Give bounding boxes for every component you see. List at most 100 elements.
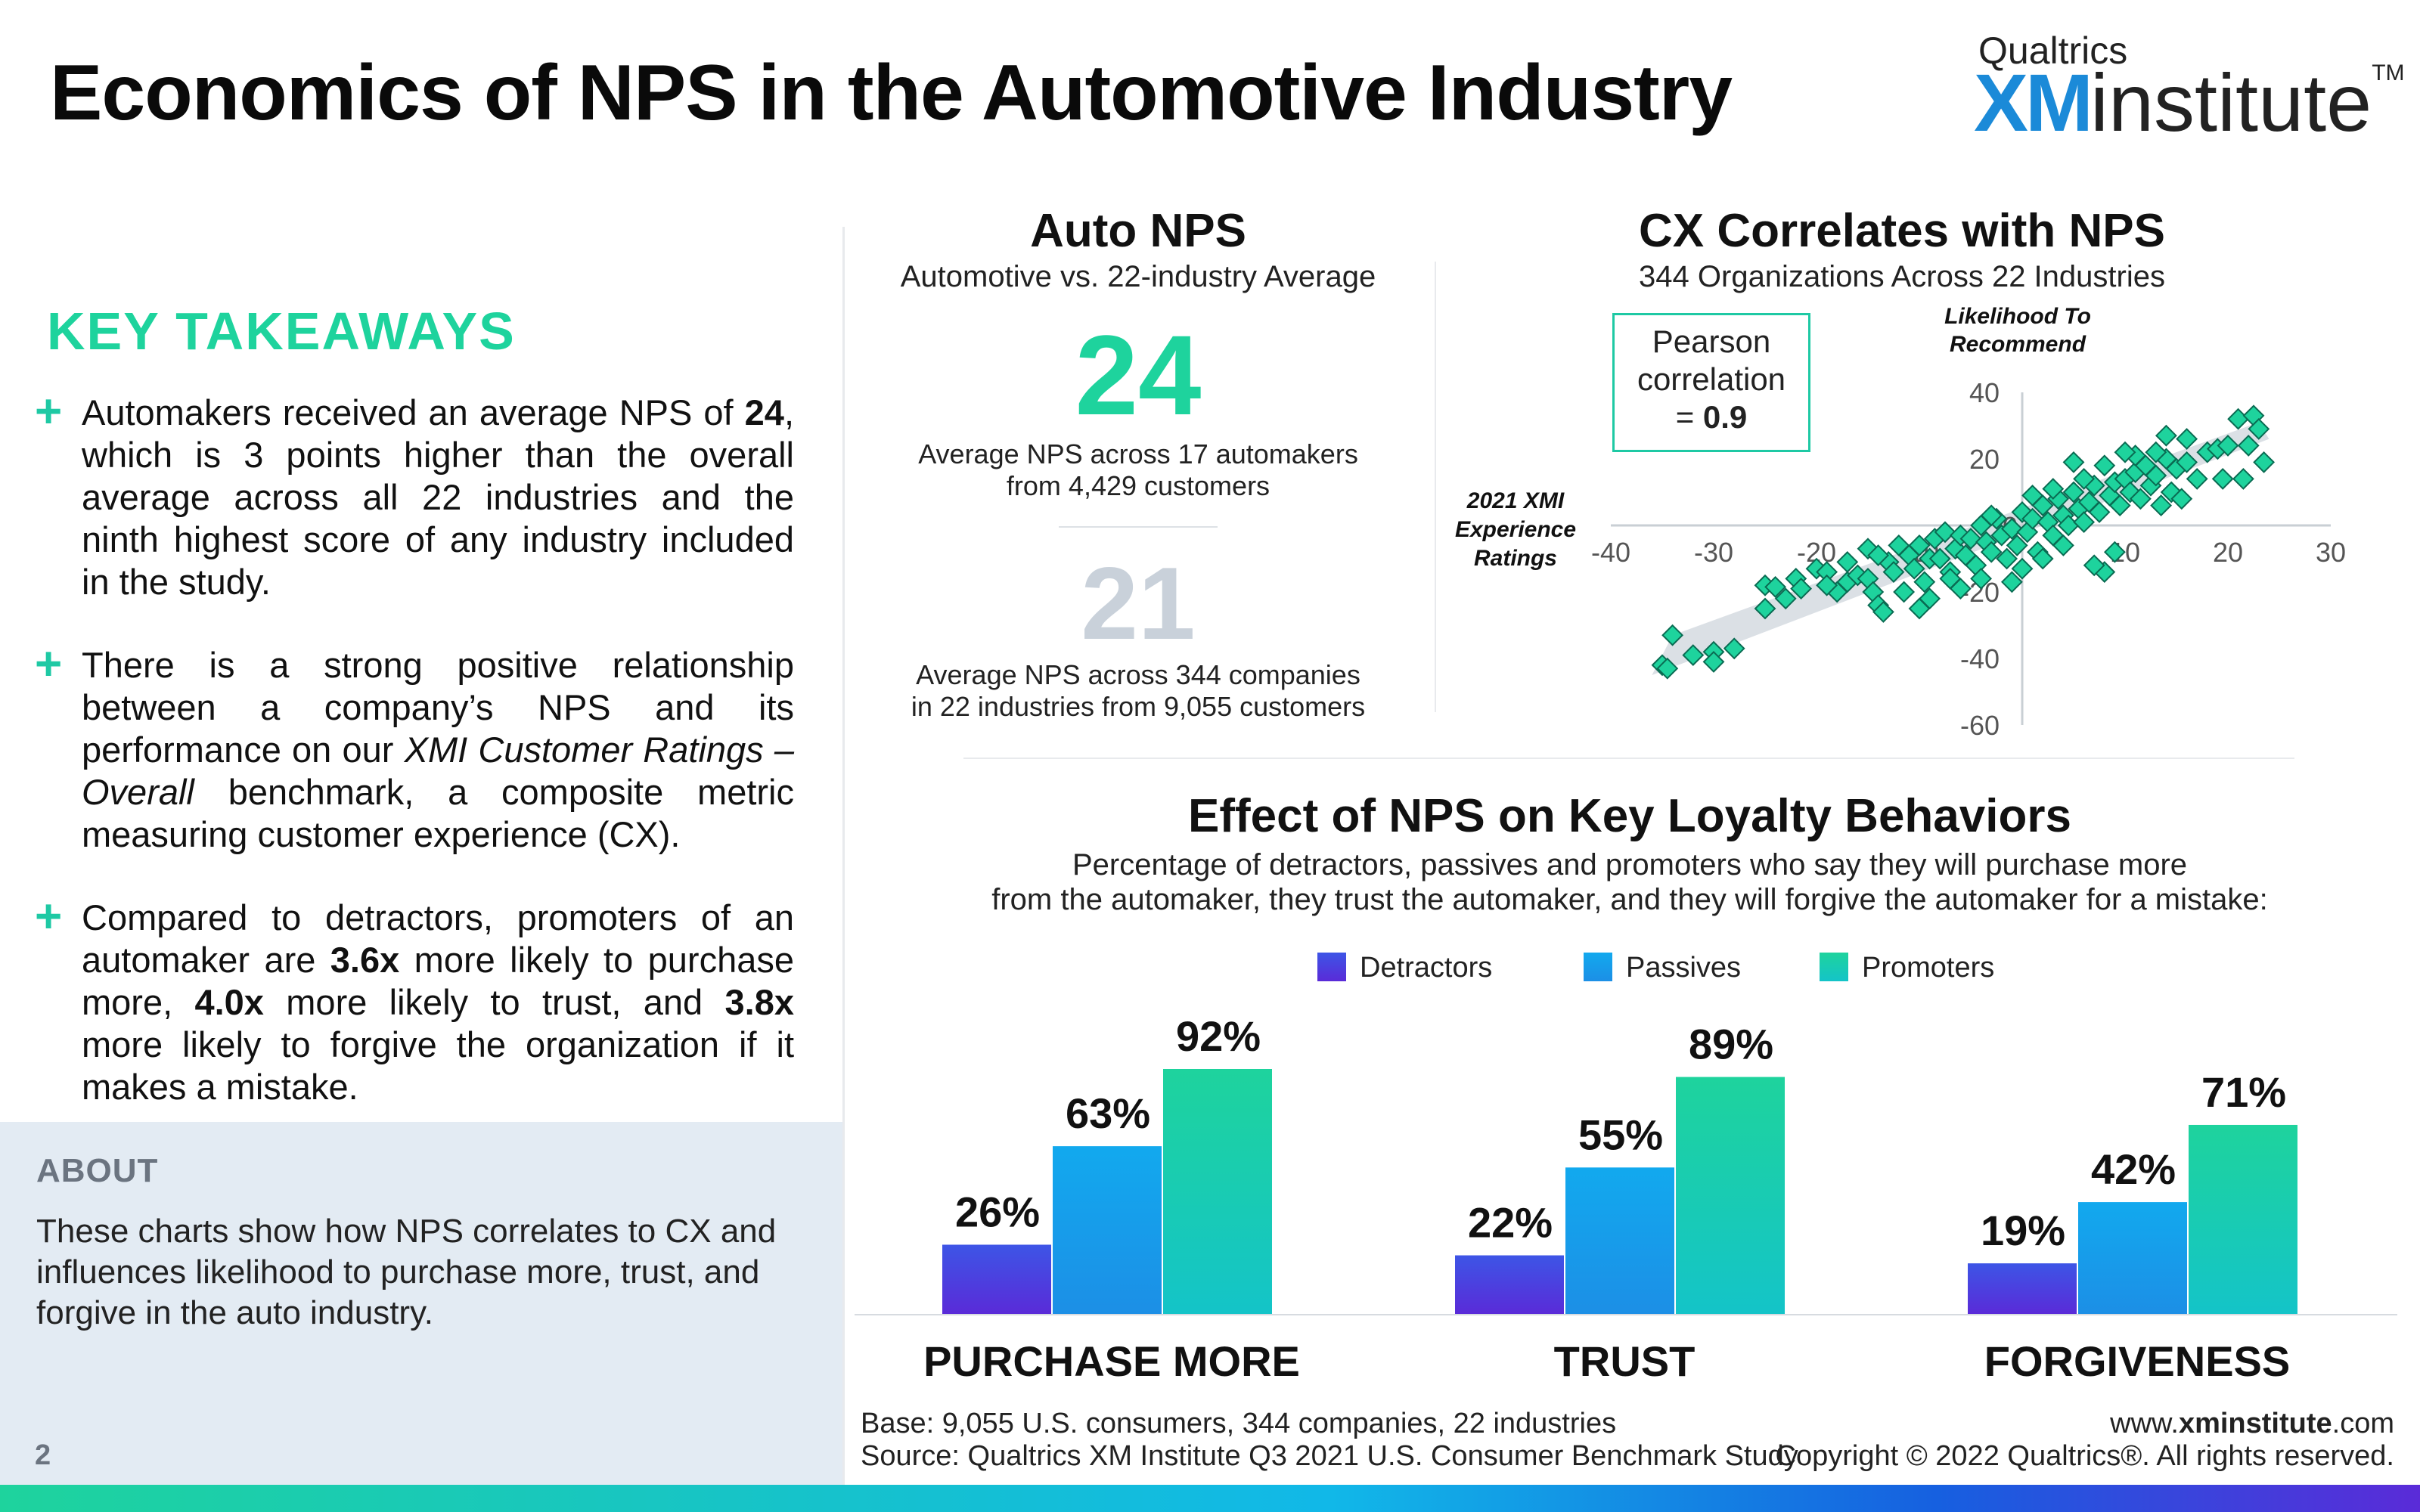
auto-nps-caption: Average NPS across 17 automakers from 4,… (885, 438, 1392, 502)
pearson-value: 0.9 (1702, 399, 1748, 435)
pearson-equals: = (1675, 399, 1703, 435)
footer-url[interactable]: www.xminstitute.com (1776, 1408, 2394, 1440)
scatter-point (2176, 451, 2198, 473)
category-label-trust: TRUST (1553, 1337, 1696, 1385)
takeaway-1: + Automakers received an average NPS of … (35, 389, 794, 603)
scatter-point (2006, 534, 2028, 556)
text-bold: 24 (744, 392, 784, 432)
scatter-point (1656, 657, 1679, 680)
scatter-point (1682, 644, 1705, 667)
text-run: more likely to purchase more, (82, 940, 794, 1022)
scatter-point (1872, 600, 1894, 623)
scatter-point (2031, 547, 2054, 570)
scatter-point (2150, 494, 2173, 517)
category-label-forgiveness: FORGIVENESS (1984, 1337, 2291, 1385)
scatter-point (2042, 478, 2065, 500)
scatter-point (2155, 424, 2177, 447)
scatter-title: CX Correlates with NPS (1639, 205, 2165, 257)
legend-detractors: Detractors (1317, 951, 1492, 984)
bar-chart: 26% 63% 92% 22% 55% 89% 19% 42% 71% (942, 1012, 2297, 1314)
bar-baseline (855, 1314, 2397, 1315)
industry-nps-value: 21 (1081, 546, 1196, 661)
bar-value-label: 22% (1468, 1199, 1553, 1247)
scatter-point (2052, 534, 2074, 556)
legend-swatch (1820, 953, 1848, 981)
legend-label: Passives (1626, 952, 1742, 984)
logo-xm-text: XM (1974, 57, 2093, 148)
takeaway-2-text: There is a strong positive relationship … (82, 644, 794, 856)
text-run: benchmark, a composite metric measuring … (82, 772, 794, 854)
takeaway-3: + Compared to detractors, promoters of a… (35, 894, 794, 1108)
auto-nps-title: Auto NPS (1030, 205, 1246, 257)
scatter-point (2083, 554, 2105, 577)
legend-label: Promoters (1862, 952, 1995, 984)
pearson-line: = 0.9 (1615, 398, 1808, 436)
x-tick-label: -30 (1694, 537, 1733, 568)
footer-source: Base: 9,055 U.S. consumers, 344 companie… (861, 1408, 1798, 1473)
key-takeaways-heading: KEY TAKEAWAYS (47, 302, 516, 361)
bar-value-label: 63% (1066, 1089, 1150, 1137)
caption-line: Average NPS across 344 companies (916, 659, 1360, 690)
scatter-point (1970, 567, 1993, 590)
logo-qualtrics-text: Qualtrics (1978, 29, 2128, 72)
takeaway-3-text: Compared to detractors, promoters of an … (82, 897, 794, 1108)
bar-passives (1565, 1167, 1674, 1314)
y-tick-label: 40 (1969, 377, 2000, 408)
scatter-point (2073, 467, 2096, 490)
x-axis-label: 2021 XMI (1466, 488, 1565, 513)
bar-chart-subtitle-line-1: Percentage of detractors, passives and p… (1072, 848, 2188, 881)
footer-source-line: Source: Qualtrics XM Institute Q3 2021 U… (861, 1440, 1798, 1472)
logo-institute-text: institute (2090, 57, 2372, 148)
scatter-point (2129, 488, 2152, 510)
scatter-point (1774, 587, 1797, 610)
scatter-point (2062, 451, 2085, 473)
scatter-point (1882, 561, 1905, 584)
text-run: There is a strong positive relationship … (82, 645, 794, 770)
category-label-purchase-more: PURCHASE MORE (923, 1337, 1300, 1385)
x-tick-label: 20 (2213, 537, 2243, 568)
scatter-point (2000, 571, 2023, 593)
scatter-point (2011, 557, 2034, 580)
bar-value-label: 89% (1689, 1021, 1773, 1068)
scatter-point (2145, 441, 2167, 463)
scatter-point (2114, 441, 2136, 463)
about-text: These charts show how NPS correlates to … (36, 1213, 777, 1331)
bar-value-label: 55% (1578, 1111, 1663, 1158)
y-tick-label: -60 (1960, 710, 2000, 741)
scatter-point (1790, 578, 1813, 600)
x-axis-label: Experience (1455, 517, 1576, 542)
url-part: .com (2332, 1408, 2394, 1439)
section-divider (1435, 262, 1436, 712)
scatter-point (2248, 417, 2270, 440)
text-bold: 3.8x (724, 982, 794, 1022)
text-run: Automakers received an average NPS of (82, 392, 745, 432)
scatter-chart: -40-30-20-101020300-60-40-202040Likeliho… (1455, 304, 2346, 741)
scatter-subtitle: 344 Organizations Across 22 Industries (1639, 260, 2165, 293)
y-tick-label: 20 (1969, 444, 2000, 475)
pearson-line: correlation (1637, 361, 1786, 397)
caption-line: in 22 industries from 9,055 customers (911, 691, 1366, 722)
x-axis-label: Ratings (1474, 546, 1557, 571)
legend-label: Detractors (1360, 952, 1493, 984)
bar-detractors (1455, 1255, 1564, 1314)
text-bold: 4.0x (194, 982, 264, 1022)
y-tick-label: -40 (1960, 643, 2000, 674)
scatter-point (1764, 575, 1787, 598)
pearson-line: Pearson (1652, 324, 1771, 359)
scatter-point (1908, 534, 1931, 556)
scatter-point (1913, 571, 1936, 593)
bar-chart-subtitle-line-2: from the automaker, they trust the autom… (991, 883, 2268, 916)
scatter-point (2217, 434, 2239, 457)
text-run: , which is 3 points higher than the over… (82, 392, 794, 602)
x-tick-label: 30 (2316, 537, 2346, 568)
bar-promoters (1676, 1077, 1785, 1314)
about-panel (0, 1122, 842, 1485)
bottom-gradient-bar (0, 1485, 2420, 1512)
scatter-point (1867, 544, 1890, 567)
scatter-point (2062, 481, 2085, 503)
scatter-point (2021, 507, 2044, 530)
bar-chart-title: Effect of NPS on Key Loyalty Behaviors (1188, 790, 2071, 842)
caption-line: from 4,429 customers (1006, 470, 1270, 501)
bar-detractors (1968, 1263, 2077, 1314)
bar-promoters (1163, 1069, 1272, 1314)
